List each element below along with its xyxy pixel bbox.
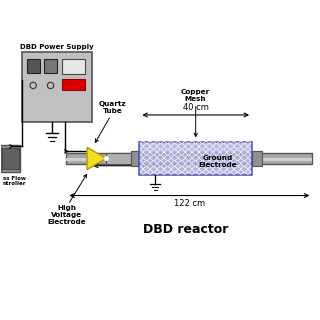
Bar bbox=[44, 60, 57, 73]
Polygon shape bbox=[87, 147, 106, 170]
Bar bbox=[140, 142, 252, 175]
Bar bbox=[1, 145, 20, 172]
Text: ss Flow
ntroller: ss Flow ntroller bbox=[3, 176, 27, 186]
Bar bbox=[22, 52, 92, 122]
Text: Quartz
Tube: Quartz Tube bbox=[99, 101, 126, 114]
Text: Ground
Electrode: Ground Electrode bbox=[199, 155, 237, 168]
Bar bbox=[27, 60, 40, 73]
Bar bbox=[132, 151, 140, 166]
Circle shape bbox=[30, 82, 36, 89]
Text: High
Voltage
Electrode: High Voltage Electrode bbox=[47, 205, 86, 225]
Bar bbox=[62, 60, 85, 74]
Text: 40 cm: 40 cm bbox=[183, 103, 209, 112]
Text: DBD reactor: DBD reactor bbox=[143, 223, 228, 236]
Text: DBD Power Supply: DBD Power Supply bbox=[20, 44, 94, 50]
Bar bbox=[106, 153, 140, 164]
Bar bbox=[67, 153, 312, 164]
Bar bbox=[2, 148, 20, 169]
Bar bbox=[252, 151, 261, 166]
Circle shape bbox=[47, 82, 54, 89]
Text: Copper
Mesh: Copper Mesh bbox=[181, 89, 210, 102]
Bar bbox=[67, 158, 312, 161]
Bar bbox=[62, 79, 85, 90]
Text: 122 cm: 122 cm bbox=[174, 199, 205, 208]
